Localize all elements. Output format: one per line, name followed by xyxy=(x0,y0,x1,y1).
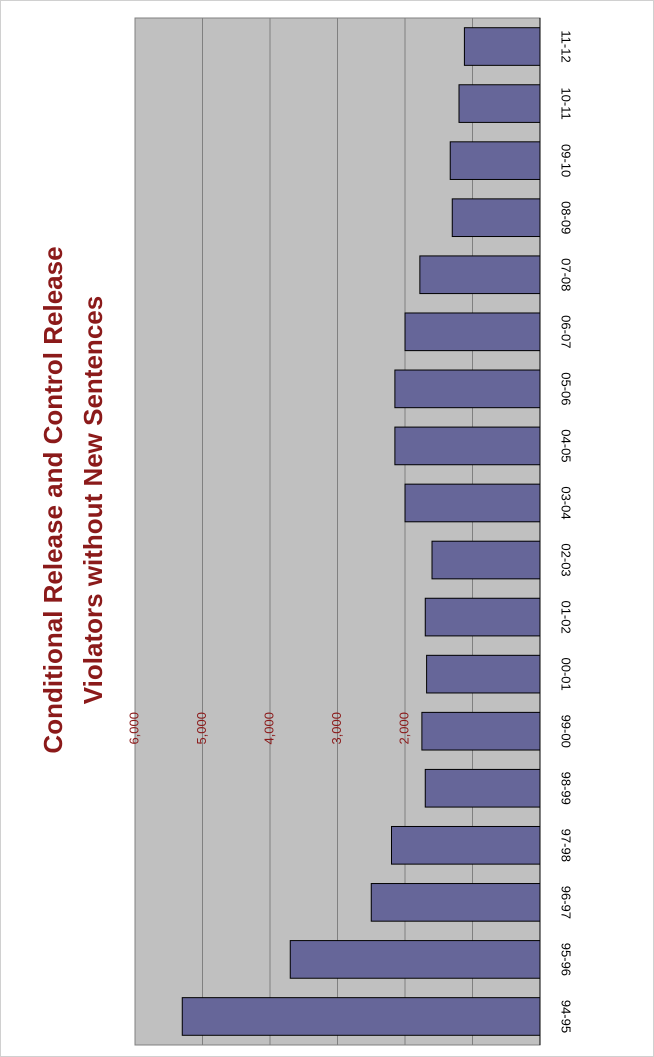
bar xyxy=(181,997,541,1036)
bar xyxy=(431,540,541,580)
x-tick-label: 10-11 xyxy=(559,87,574,119)
bar xyxy=(394,426,541,466)
y-tick-label: 4,000 xyxy=(261,712,276,745)
bar xyxy=(424,768,541,808)
x-tick-label: 07-08 xyxy=(559,258,574,291)
x-tick-label: 99-00 xyxy=(559,715,574,748)
bar xyxy=(404,312,541,352)
y-tick-label: 2,000 xyxy=(396,712,411,745)
x-tick-label: 00-01 xyxy=(559,658,574,691)
x-tick-label: 05-06 xyxy=(559,372,574,405)
x-tick-label: 94-95 xyxy=(559,1000,574,1033)
bar xyxy=(451,198,541,238)
x-tick-label: 98-99 xyxy=(559,772,574,805)
x-tick-label: 96-97 xyxy=(559,886,574,919)
x-tick-label: 04-05 xyxy=(559,429,574,462)
x-tick-label: 06-07 xyxy=(559,315,574,348)
bar xyxy=(391,825,541,865)
chart-subtitle: Violators without New Sentences xyxy=(78,296,108,704)
bar xyxy=(426,654,541,694)
bar xyxy=(463,27,541,66)
y-tick-label: 5,000 xyxy=(194,712,209,745)
bar xyxy=(404,483,541,523)
x-tick-label: 03-04 xyxy=(559,486,574,519)
bar xyxy=(449,141,541,180)
bar xyxy=(419,255,541,295)
x-tick-label: 01-02 xyxy=(559,600,574,633)
x-tick-label: 11-12 xyxy=(559,30,574,62)
x-tick-label: 08-09 xyxy=(559,201,574,234)
bar xyxy=(421,711,541,751)
bar xyxy=(394,369,541,409)
x-tick-label: 95-96 xyxy=(559,943,574,976)
x-tick-label: 97-98 xyxy=(559,829,574,862)
bar xyxy=(289,940,541,979)
y-tick-label: 3,000 xyxy=(329,712,344,745)
bar xyxy=(458,84,541,123)
bar xyxy=(370,883,541,922)
y-tick-label: 6,000 xyxy=(126,712,141,745)
chart-title: Conditional Release and Control Release xyxy=(38,246,68,753)
bar xyxy=(424,597,541,637)
x-tick-label: 02-03 xyxy=(559,543,574,576)
x-tick-label: 09-10 xyxy=(559,144,574,177)
